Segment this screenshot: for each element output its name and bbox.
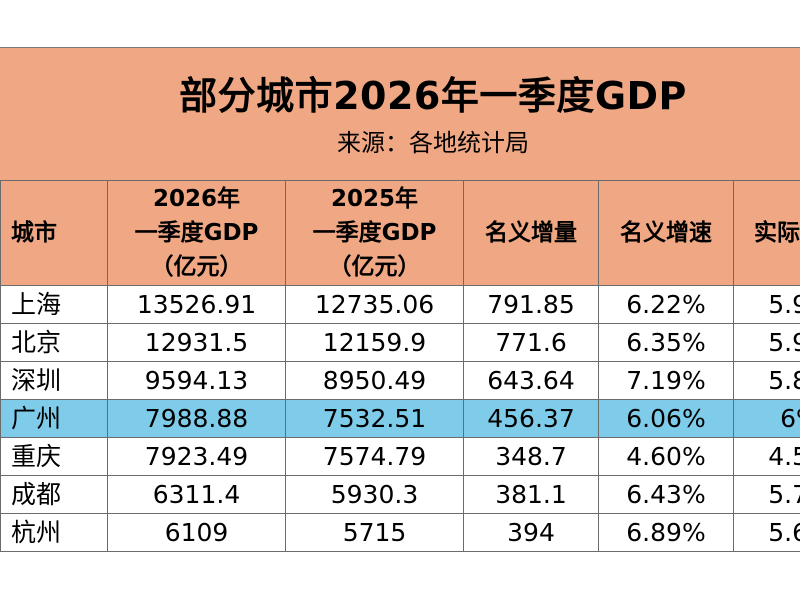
cell-nominal-growth: 7.19% [598,361,734,400]
cell-city: 广州 [0,399,108,438]
cell-real-growth: 5.8% [733,361,800,400]
header-gdp-2026-line2: 一季度GDP [134,220,259,246]
cell-gdp-2025: 7532.51 [285,399,464,438]
cell-nominal-increase: 348.7 [463,437,599,476]
cell-gdp-2025: 7574.79 [285,437,464,476]
cell-gdp-2026: 12931.5 [107,323,286,362]
cell-gdp-2026: 6109 [107,513,286,552]
cell-nominal-growth: 6.06% [598,399,734,438]
header-gdp-2025-line2: 一季度GDP [312,220,437,246]
cell-nominal-growth: 6.22% [598,285,734,324]
cell-city: 成都 [0,475,108,514]
cell-nominal-increase: 394 [463,513,599,552]
cell-nominal-increase: 381.1 [463,475,599,514]
source-subtitle: 来源：各地统计局 [337,129,529,157]
cell-nominal-growth: 6.35% [598,323,734,362]
header-gdp-2026-line1: 2026年 [152,186,240,212]
cell-real-growth: 4.5% [733,437,800,476]
cell-gdp-2026: 9594.13 [107,361,286,400]
cell-gdp-2026: 6311.4 [107,475,286,514]
cell-real-growth: 5.9% [733,285,800,324]
header-real-growth: 实际增速 [733,180,800,286]
cell-gdp-2026: 7988.88 [107,399,286,438]
cell-gdp-2025: 8950.49 [285,361,464,400]
table-body: 上海13526.9112735.06791.856.22%5.9%北京12931… [0,285,800,552]
gdp-table: 城市 2026年 一季度GDP （亿元） 2025年 一季度GDP （亿元） 名… [0,180,800,552]
cell-city: 上海 [0,285,108,324]
cell-gdp-2026: 13526.91 [107,285,286,324]
header-gdp-2026-line3: （亿元） [150,254,243,280]
cell-nominal-increase: 643.64 [463,361,599,400]
header-gdp-2025-line3: （亿元） [328,254,421,280]
cell-gdp-2025: 5715 [285,513,464,552]
header-nominal-growth: 名义增速 [598,180,734,286]
cell-nominal-increase: 791.85 [463,285,599,324]
cell-gdp-2025: 12735.06 [285,285,464,324]
header-nominal-increase: 名义增量 [463,180,599,286]
page-title: 部分城市2026年一季度GDP [179,74,687,118]
cell-gdp-2025: 12159.9 [285,323,464,362]
cell-gdp-2025: 5930.3 [285,475,464,514]
header-gdp-2026: 2026年 一季度GDP （亿元） [107,180,286,286]
header-gdp-2025-line1: 2025年 [330,186,418,212]
cell-real-growth: 5.6% [733,513,800,552]
gdp-table-image: 部分城市2026年一季度GDP 来源：各地统计局 城市 2026年 一季度GDP… [0,47,800,552]
cell-city: 北京 [0,323,108,362]
cell-real-growth: 5.7% [733,475,800,514]
cell-real-growth: 6% [733,399,800,438]
header-city: 城市 [0,180,108,286]
header-row: 城市 2026年 一季度GDP （亿元） 2025年 一季度GDP （亿元） 名… [0,180,800,286]
cell-real-growth: 5.9% [733,323,800,362]
cell-nominal-growth: 6.43% [598,475,734,514]
cell-nominal-increase: 456.37 [463,399,599,438]
title-banner: 部分城市2026年一季度GDP 来源：各地统计局 [0,47,800,181]
cell-nominal-growth: 6.89% [598,513,734,552]
cell-nominal-growth: 4.60% [598,437,734,476]
cell-city: 杭州 [0,513,108,552]
cell-city: 重庆 [0,437,108,476]
cell-gdp-2026: 7923.49 [107,437,286,476]
cell-city: 深圳 [0,361,108,400]
cell-nominal-increase: 771.6 [463,323,599,362]
header-gdp-2025: 2025年 一季度GDP （亿元） [285,180,464,286]
